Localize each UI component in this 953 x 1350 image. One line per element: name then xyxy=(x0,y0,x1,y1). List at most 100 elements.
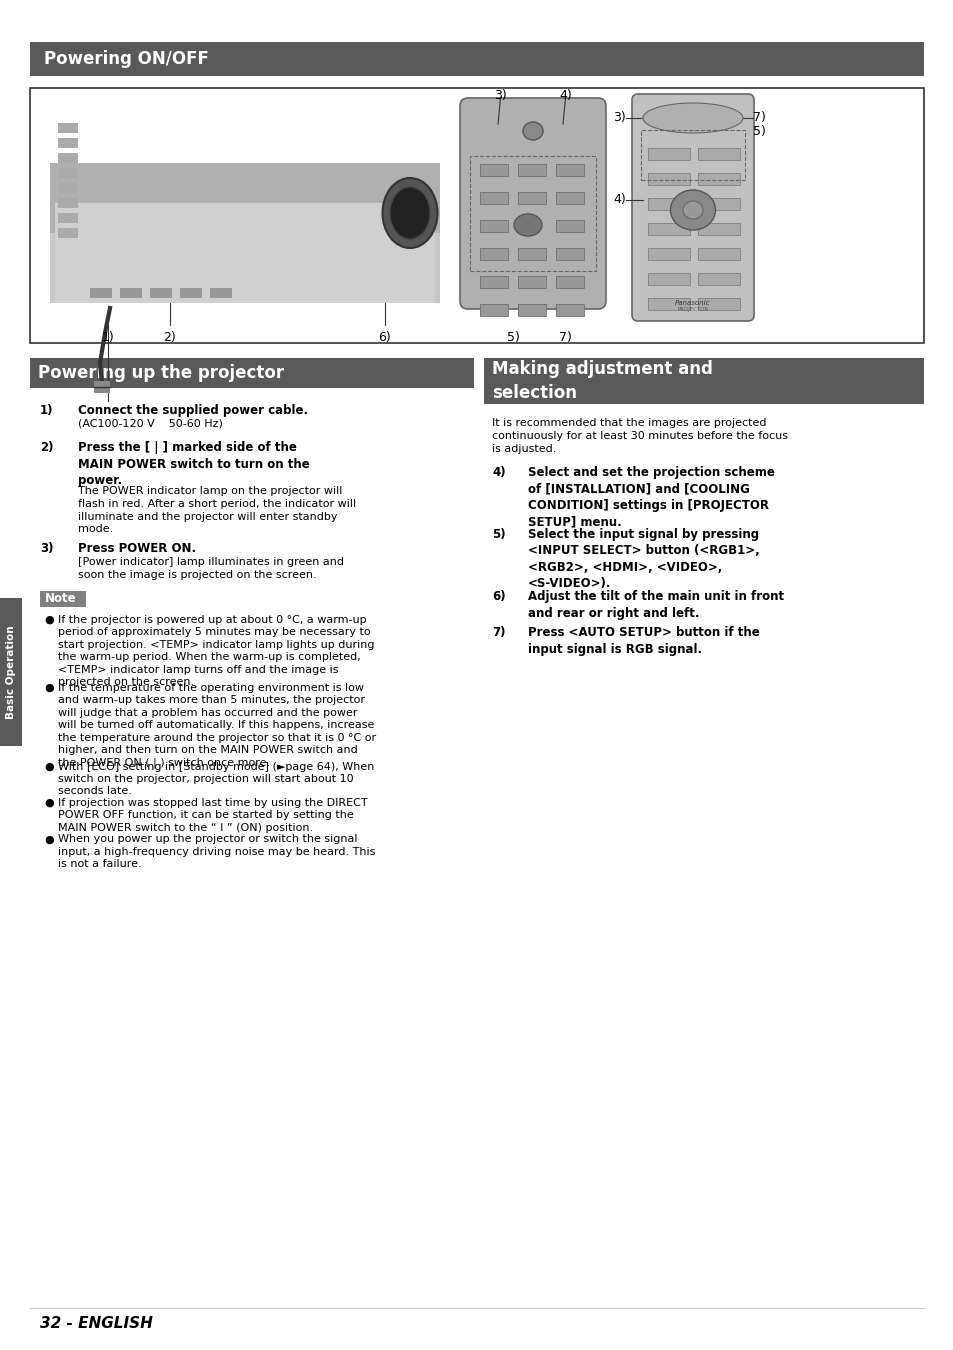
Bar xyxy=(30,88,923,343)
Text: Connect the supplied power cable.: Connect the supplied power cable. xyxy=(78,404,308,417)
Bar xyxy=(479,192,507,204)
Text: [Power indicator] lamp illuminates in green and
soon the image is projected on t: [Power indicator] lamp illuminates in gr… xyxy=(78,558,344,579)
FancyBboxPatch shape xyxy=(631,95,753,321)
Bar xyxy=(58,198,78,208)
Text: PROJECTOR: PROJECTOR xyxy=(677,306,708,312)
Text: ●: ● xyxy=(44,683,53,693)
Ellipse shape xyxy=(642,103,742,134)
Bar xyxy=(517,304,545,316)
Text: 4): 4) xyxy=(492,466,505,479)
Text: Making adjustment and
selection: Making adjustment and selection xyxy=(492,360,712,402)
Bar xyxy=(698,273,740,285)
Bar xyxy=(698,223,740,235)
Bar xyxy=(517,275,545,288)
Text: 5): 5) xyxy=(492,528,505,541)
Text: If the projector is powered up at about 0 °C, a warm-up
period of approximately : If the projector is powered up at about … xyxy=(58,616,375,687)
Bar xyxy=(479,275,507,288)
Ellipse shape xyxy=(670,190,715,230)
Bar xyxy=(556,248,583,261)
Bar xyxy=(479,220,507,232)
Text: ●: ● xyxy=(44,834,53,845)
Text: 7): 7) xyxy=(492,626,505,639)
Text: ●: ● xyxy=(44,798,53,809)
Bar xyxy=(556,304,583,316)
Bar xyxy=(479,275,507,288)
Bar xyxy=(58,123,78,134)
Bar xyxy=(556,220,583,232)
Bar xyxy=(556,248,583,261)
Text: 4): 4) xyxy=(558,89,571,103)
Bar xyxy=(647,198,689,211)
Text: The POWER indicator lamp on the projector will
flash in red. After a short perio: The POWER indicator lamp on the projecto… xyxy=(78,486,355,535)
Text: 5): 5) xyxy=(507,331,519,344)
Bar xyxy=(58,228,78,238)
Text: 2): 2) xyxy=(164,331,176,344)
Bar xyxy=(517,275,545,288)
Bar xyxy=(698,173,740,185)
Bar xyxy=(698,223,740,235)
Bar xyxy=(50,173,439,302)
Bar xyxy=(517,248,545,261)
Text: Select and set the projection scheme
of [INSTALLATION] and [COOLING
CONDITION] s: Select and set the projection scheme of … xyxy=(527,466,774,528)
Bar xyxy=(647,148,689,161)
Bar xyxy=(556,192,583,204)
Bar xyxy=(640,130,744,180)
Bar xyxy=(479,248,507,261)
Bar xyxy=(40,591,86,608)
Ellipse shape xyxy=(514,215,541,236)
Text: 6): 6) xyxy=(378,331,391,344)
Bar xyxy=(210,288,232,298)
Text: 2): 2) xyxy=(40,441,53,454)
Ellipse shape xyxy=(390,188,430,239)
Bar xyxy=(647,248,689,261)
Text: ●: ● xyxy=(44,616,53,625)
Text: 7): 7) xyxy=(558,331,572,344)
Bar xyxy=(94,381,110,393)
Bar xyxy=(647,198,689,211)
Bar xyxy=(517,192,545,204)
Bar xyxy=(479,220,507,232)
Text: Panasonic: Panasonic xyxy=(675,300,710,306)
Text: Note: Note xyxy=(45,593,76,606)
Text: If projection was stopped last time by using the DIRECT
POWER OFF function, it c: If projection was stopped last time by u… xyxy=(58,798,367,833)
Bar xyxy=(90,288,112,298)
Text: 1): 1) xyxy=(102,331,114,344)
Bar xyxy=(479,163,507,176)
Text: Press the [ | ] marked side of the
MAIN POWER switch to turn on the
power.: Press the [ | ] marked side of the MAIN … xyxy=(78,441,310,487)
Text: 3): 3) xyxy=(494,89,506,103)
Bar xyxy=(647,173,689,185)
Bar xyxy=(556,275,583,288)
FancyBboxPatch shape xyxy=(459,99,605,309)
Text: 6): 6) xyxy=(492,590,505,603)
Ellipse shape xyxy=(522,122,542,140)
Bar xyxy=(58,167,78,178)
Bar xyxy=(479,192,507,204)
Text: ●: ● xyxy=(44,761,53,771)
Bar xyxy=(698,298,740,311)
Bar xyxy=(647,298,689,311)
Bar xyxy=(517,163,545,176)
Bar xyxy=(698,198,740,211)
Text: 3): 3) xyxy=(40,541,53,555)
Text: 32 - ENGLISH: 32 - ENGLISH xyxy=(40,1316,152,1331)
Ellipse shape xyxy=(682,201,702,219)
Bar xyxy=(58,138,78,148)
Bar xyxy=(698,148,740,161)
Ellipse shape xyxy=(382,178,437,248)
Bar xyxy=(517,163,545,176)
Bar xyxy=(150,288,172,298)
Bar xyxy=(698,198,740,211)
Text: If the temperature of the operating environment is low
and warm-up takes more th: If the temperature of the operating envi… xyxy=(58,683,375,768)
Bar xyxy=(556,163,583,176)
Text: Press POWER ON.: Press POWER ON. xyxy=(78,541,196,555)
Bar xyxy=(647,223,689,235)
Bar xyxy=(647,298,689,311)
Bar xyxy=(556,304,583,316)
Bar xyxy=(30,42,923,76)
Text: 7): 7) xyxy=(752,112,765,124)
Bar xyxy=(479,304,507,316)
Text: Press <AUTO SETUP> button if the
input signal is RGB signal.: Press <AUTO SETUP> button if the input s… xyxy=(527,626,759,656)
Bar xyxy=(55,202,435,302)
Bar xyxy=(120,288,142,298)
Bar xyxy=(58,213,78,223)
